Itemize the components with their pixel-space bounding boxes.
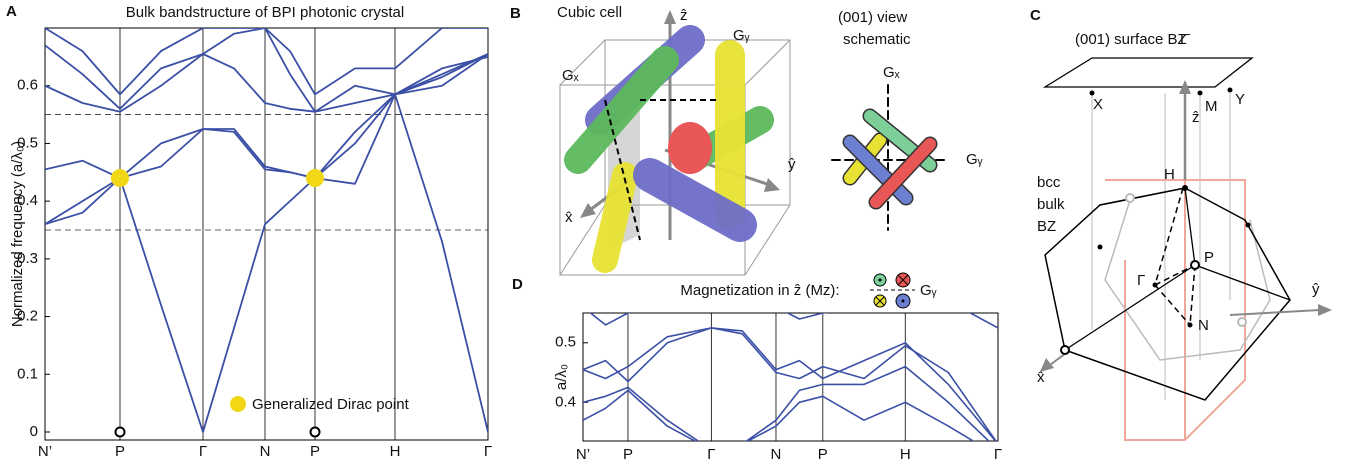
point-label: Y: [1235, 91, 1245, 108]
band: [45, 28, 488, 96]
axis-label: ŷ: [1312, 281, 1320, 298]
x-tick-label: Γ: [994, 446, 1002, 463]
panel-label: A: [6, 3, 17, 20]
x-tick-label: N: [260, 443, 271, 460]
y-axis-label: a/λ₀: [553, 364, 570, 390]
x-tick-label: N: [771, 446, 782, 463]
point-label: H: [1164, 166, 1175, 183]
band: [583, 365, 990, 441]
open-point: [309, 426, 321, 438]
band: [583, 389, 975, 441]
axis-label: ẑ: [1192, 109, 1200, 126]
cubic-cell: [559, 10, 791, 276]
y-tick-label: 0.5: [17, 134, 38, 151]
point-label: P: [1204, 249, 1214, 266]
band: [45, 28, 488, 113]
panel-label: C: [1030, 7, 1041, 24]
axis-label: ŷ: [788, 156, 796, 173]
bulk-label: bulk: [1037, 196, 1065, 213]
panel-label: D: [512, 276, 523, 293]
g-label: Gₓ: [883, 64, 900, 81]
dirac-point: [111, 169, 129, 188]
g-label: Gᵧ: [733, 27, 750, 44]
y-tick-label: 0.6: [17, 77, 38, 94]
y-tick-label: 0: [30, 423, 38, 440]
point-label: M: [1205, 98, 1218, 115]
band: [45, 93, 488, 433]
y-axis-label: Normalized frequency (a/λ₀): [9, 141, 26, 327]
axis-label: x̂: [565, 209, 573, 226]
point-label: Γ̄: [1180, 31, 1190, 48]
g-label: Gᵧ: [966, 151, 983, 168]
band: [583, 327, 997, 441]
point-label: X: [1093, 96, 1103, 113]
cell-title: Cubic cell: [557, 4, 622, 21]
axis-label: ẑ: [680, 7, 688, 24]
band: [583, 327, 997, 441]
band: [45, 53, 488, 113]
bulk-label: bcc: [1037, 174, 1061, 191]
axis-label: x̂: [1037, 369, 1045, 386]
y-tick-label: 0.3: [17, 250, 38, 267]
view-schematic: [831, 84, 949, 231]
open-point: [114, 426, 126, 438]
point-label: N: [1198, 317, 1209, 334]
legend-label: Generalized Dirac point: [252, 396, 410, 413]
magnetization-legend: [870, 272, 915, 309]
x-tick-label: Γ: [199, 443, 207, 460]
band: [45, 53, 488, 179]
legend-swatch: [230, 396, 246, 412]
y-tick-label: 0.4: [555, 393, 576, 410]
x-tick-label: Γ: [707, 446, 715, 463]
y-tick-label: 0.4: [17, 192, 38, 209]
y-tick-label: 0.2: [17, 308, 38, 325]
y-tick-label: 0.5: [555, 334, 576, 351]
x-tick-label: P: [115, 443, 125, 460]
view-title: (001) view: [838, 9, 907, 26]
chart-title: Bulk bandstructure of BPI photonic cryst…: [126, 4, 404, 21]
x-tick-label: P: [310, 443, 320, 460]
point-label: Γ: [1137, 272, 1145, 289]
dirac-point: [306, 169, 324, 188]
c-title: (001) surface BZ: [1075, 31, 1187, 48]
x-tick-label: H: [390, 443, 401, 460]
x-tick-label: Γ: [484, 443, 492, 460]
view-subtitle: schematic: [843, 31, 911, 48]
bands: [583, 313, 998, 441]
brillouin-zone: [1040, 57, 1332, 441]
x-tick-label: P: [818, 446, 828, 463]
x-tick-label: N’: [576, 446, 590, 463]
panel-label: B: [510, 5, 521, 22]
chart-title: Magnetization in ẑ (Mz):: [680, 282, 839, 299]
bulk-label: BZ: [1037, 218, 1056, 235]
x-tick-label: N’: [38, 443, 52, 460]
y-tick-label: 0.1: [17, 365, 38, 382]
legend-label: Gᵧ: [920, 282, 937, 299]
x-tick-label: P: [623, 446, 633, 463]
g-label: Gₓ: [562, 67, 579, 84]
x-tick-label: H: [900, 446, 911, 463]
